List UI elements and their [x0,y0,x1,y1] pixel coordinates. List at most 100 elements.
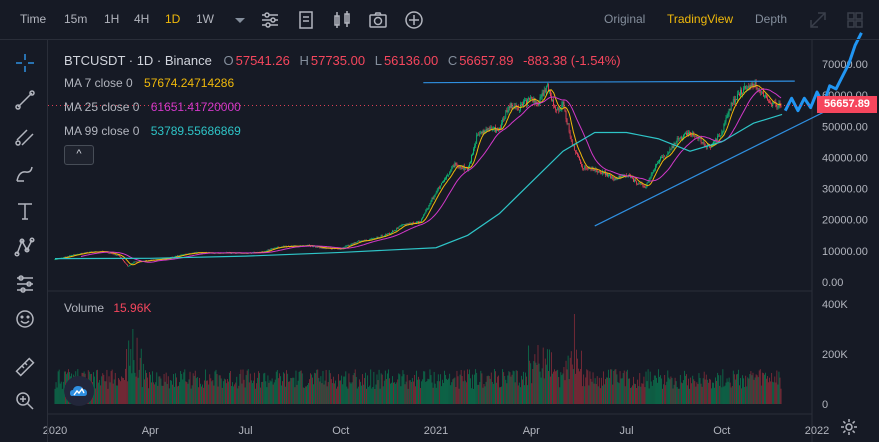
interval-1w[interactable]: 1W [196,12,214,26]
high-label: H [299,53,309,68]
expand-icon[interactable] [808,10,828,30]
interval-1d[interactable]: 1D [165,12,181,26]
add-icon[interactable] [404,10,424,30]
chevron-down-icon[interactable] [230,10,250,30]
candle-body [702,142,704,143]
price-tick-label: 10000.00 [822,246,868,258]
candle-body [499,127,500,131]
volume-bar [767,376,768,404]
volume-bar [585,377,587,404]
ma99-legend[interactable]: MA 99 close 0 53789.55686869 [64,124,243,138]
volume-bar [462,381,464,404]
candle-body [401,224,403,226]
volume-bar [202,384,203,404]
trend-line-icon[interactable] [14,89,36,111]
candle-body [272,248,274,250]
interval-1h[interactable]: 1H [104,12,120,26]
volume-bar [434,383,436,404]
candle-body [283,246,284,248]
emoji-icon[interactable] [14,308,36,330]
candle-body [126,263,128,265]
volume-bar [390,383,391,404]
view-original[interactable]: Original [604,12,646,26]
ma25-legend[interactable]: MA 25 close 0 61651.41720000 [64,100,243,114]
candle-body [132,263,134,264]
candle-body [661,156,662,158]
candle-body [369,239,371,241]
candle-body [281,246,282,248]
volume-bar [645,371,647,404]
volume-bar [131,373,133,404]
candle-body [719,135,721,137]
settings-icon[interactable] [840,418,858,436]
volume-bar [579,371,580,404]
candle-body [539,97,541,104]
candle-body [85,252,87,253]
candle-body [743,88,745,93]
pattern-icon[interactable] [14,236,36,258]
volume-bar [703,371,705,404]
crosshair-icon[interactable] [14,52,36,74]
candle-body [436,189,438,193]
volume-bar [702,378,704,404]
volume-bar [755,374,757,404]
volume-bar [329,373,331,404]
volume-bar [565,360,567,404]
volume-bar [317,369,319,404]
volume-bar [631,387,632,404]
volume-bar [710,379,711,404]
candle-body [667,152,669,155]
collapse-legend-button[interactable]: ^ [64,145,94,165]
measure-icon[interactable] [14,273,36,295]
candle-body [561,104,563,109]
interval-time[interactable]: Time [20,12,47,26]
volume-bar [765,372,766,404]
interval-4h[interactable]: 4H [134,12,150,26]
volume-legend[interactable]: Volume 15.96K [64,301,153,315]
volume-bar [391,382,392,404]
volume-bar [106,369,108,404]
volume-bar [520,375,522,404]
volume-bar [253,380,254,404]
view-depth[interactable]: Depth [755,12,788,26]
view-tradingview[interactable]: TradingView [667,12,734,26]
fib-icon[interactable] [14,126,36,148]
volume-bar [383,380,385,404]
zoom-icon[interactable] [14,390,36,412]
volume-bar [230,370,231,404]
volume-bar [522,379,523,404]
indicators-icon[interactable] [260,10,280,30]
brush-icon[interactable] [14,163,36,185]
ma7-legend[interactable]: MA 7 close 0 57674.24714286 [64,76,236,90]
volume-bar [304,386,306,404]
volume-bar [539,371,541,404]
candle-body [670,148,672,150]
candle-body [424,213,426,215]
volume-bar [132,329,134,404]
volume-bar [728,377,730,404]
candle-body [114,254,116,256]
candle-body [633,178,634,182]
interval-15m[interactable]: 15m [64,12,88,26]
volume-bar [534,354,536,404]
ruler-icon[interactable] [14,356,36,378]
candle-body [469,163,470,167]
volume-bar [216,374,218,404]
volume-bar [366,388,367,404]
camera-icon[interactable] [368,10,388,30]
volume-bar [395,383,397,404]
text-icon[interactable] [14,200,36,222]
volume-bar [295,370,297,404]
candle-body [438,187,440,189]
candle-body [464,166,466,170]
volume-bar [492,383,494,404]
volume-bar [286,370,288,404]
volume-bar [158,376,160,404]
chart-type-icon[interactable] [332,10,352,30]
candle-body [115,255,117,256]
template-icon[interactable] [296,10,316,30]
volume-bar [470,378,471,404]
volume-bar [184,369,186,404]
grid-icon[interactable] [845,10,865,30]
